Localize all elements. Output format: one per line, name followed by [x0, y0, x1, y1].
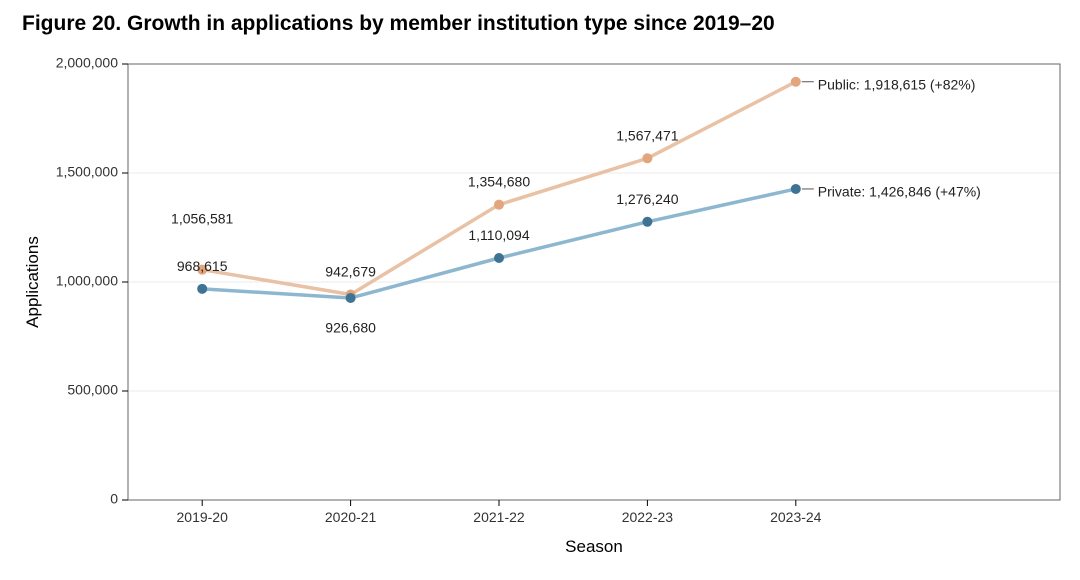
series-end-label-public: Public: 1,918,615 (+82%): [818, 76, 976, 92]
value-label: 968,615: [177, 258, 228, 274]
value-label: 1,354,680: [468, 174, 530, 190]
value-label: 1,567,471: [616, 127, 678, 143]
series-end-label-private: Private: 1,426,846 (+47%): [818, 184, 981, 200]
series-marker-private: [642, 217, 652, 227]
x-axis-title: Season: [565, 537, 623, 556]
value-label: 926,680: [325, 319, 376, 335]
series-marker-private: [346, 293, 356, 303]
line-chart: 0 500,000 1,000,000 1,500,000 2,000,000 2019-…: [0, 0, 1080, 580]
value-label: 1,276,240: [616, 191, 678, 207]
x-tick-label: 2021-22: [473, 509, 525, 525]
x-tick-label: 2022-23: [622, 509, 674, 525]
y-tick-label: 1,500,000: [56, 164, 118, 180]
y-tick-label: 2,000,000: [56, 55, 118, 71]
series-marker-private: [197, 284, 207, 294]
y-tick-label: 1,000,000: [56, 273, 118, 289]
series-marker-public: [642, 153, 652, 163]
series-marker-public: [791, 77, 801, 87]
y-tick-label: 500,000: [67, 382, 118, 398]
figure-title: Figure 20. Growth in applications by mem…: [22, 12, 775, 36]
value-label: 1,056,581: [171, 211, 233, 227]
series-marker-private: [494, 253, 504, 263]
series-marker-public: [494, 200, 504, 210]
value-label: 1,110,094: [468, 227, 529, 243]
x-tick-label: 2020-21: [325, 509, 377, 525]
x-tick-label: 2023-24: [770, 509, 822, 525]
x-tick-label: 2019-20: [177, 509, 229, 525]
value-label: 942,679: [325, 263, 376, 279]
figure-container: Figure 20. Growth in applications by mem…: [0, 0, 1080, 580]
series-marker-private: [791, 184, 801, 194]
y-tick-label: 0: [110, 491, 118, 507]
y-axis-title: Applications: [23, 236, 42, 328]
